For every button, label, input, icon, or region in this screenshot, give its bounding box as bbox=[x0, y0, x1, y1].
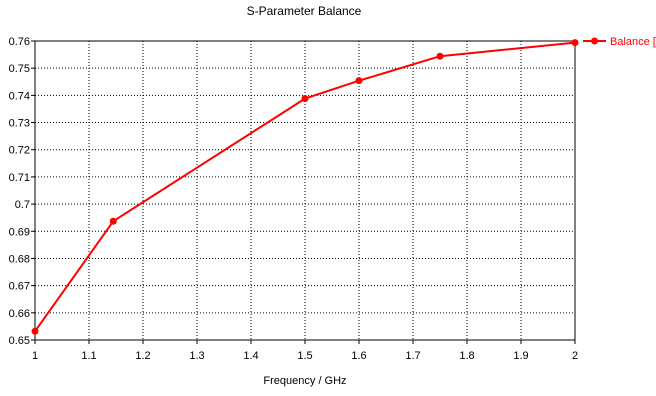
y-tick-label: 0.76 bbox=[9, 36, 30, 48]
x-tick-label: 1.7 bbox=[405, 350, 420, 362]
series-layer bbox=[31, 39, 579, 335]
data-point[interactable] bbox=[301, 95, 309, 103]
data-point[interactable] bbox=[436, 52, 444, 60]
x-tick-label: 2 bbox=[572, 350, 578, 362]
y-tick-label: 0.72 bbox=[9, 145, 30, 157]
data-point[interactable] bbox=[355, 77, 363, 85]
x-tick-label: 1.3 bbox=[189, 350, 204, 362]
y-tick-label: 0.71 bbox=[9, 172, 30, 184]
y-tick-label: 0.73 bbox=[9, 118, 30, 130]
y-tick-label: 0.69 bbox=[9, 226, 30, 238]
y-tick-label: 0.65 bbox=[9, 335, 30, 347]
grid-lines bbox=[35, 41, 575, 340]
x-tick-label: 1.2 bbox=[135, 350, 150, 362]
y-tick-label: 0.75 bbox=[9, 63, 30, 75]
y-tick-label: 0.68 bbox=[9, 253, 30, 265]
data-point[interactable] bbox=[109, 217, 117, 225]
y-tick-label: 0.66 bbox=[9, 308, 30, 320]
y-tick-label: 0.67 bbox=[9, 281, 30, 293]
x-tick-label: 1.1 bbox=[81, 350, 96, 362]
x-tick-label: 1 bbox=[32, 350, 38, 362]
x-tick-label: 1.5 bbox=[297, 350, 312, 362]
y-tick-label: 0.7 bbox=[15, 199, 30, 211]
plot-area bbox=[34, 40, 576, 341]
x-tick-label: 1.9 bbox=[513, 350, 528, 362]
legend-label: Balance [1] bbox=[610, 36, 656, 48]
series-line bbox=[34, 41, 576, 332]
data-point[interactable] bbox=[31, 327, 39, 335]
x-tick-label: 1.6 bbox=[351, 350, 366, 362]
y-axis-ticks: 0.65 0.66 0.67 0.68 0.69 0.7 0.71 0.72 0.73 0.74 0… bbox=[9, 36, 35, 347]
y-tick-label: 0.74 bbox=[9, 90, 30, 102]
x-tick-label: 1.4 bbox=[243, 350, 258, 362]
x-tick-label: 1.8 bbox=[459, 350, 474, 362]
x-axis-label: Frequency / GHz bbox=[263, 375, 346, 387]
data-point[interactable] bbox=[571, 39, 579, 47]
legend[interactable]: Balance [1] bbox=[583, 36, 656, 48]
x-axis-ticks: 1 1.1 1.2 1.3 1.4 1.5 1.6 1.7 1.8 1.9 2 bbox=[32, 340, 578, 362]
legend-swatch-marker bbox=[591, 37, 598, 45]
chart-title: S-Parameter Balance bbox=[247, 4, 362, 18]
